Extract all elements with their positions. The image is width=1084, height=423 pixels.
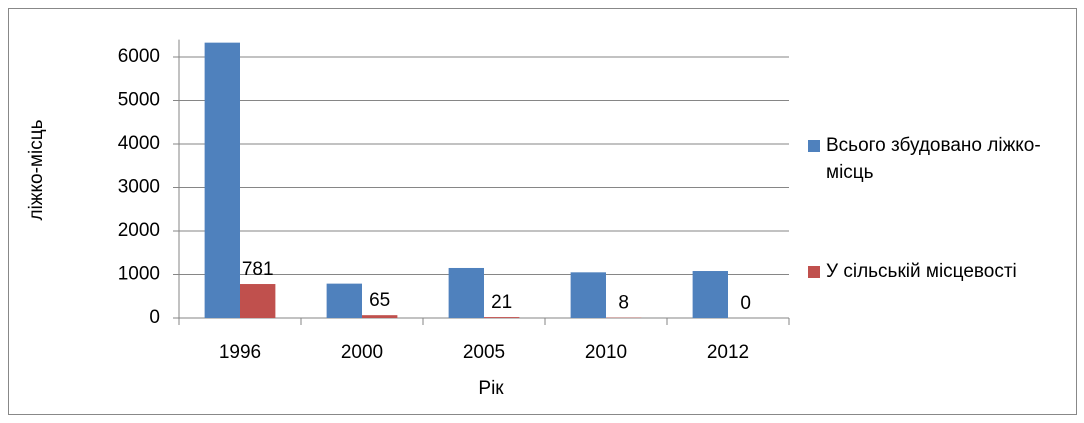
data-label: 8	[618, 293, 629, 314]
x-tick-label: 2012	[707, 342, 749, 363]
y-axis-title: ліжко-місць	[26, 119, 47, 220]
data-label: 21	[491, 292, 512, 313]
bar	[570, 272, 606, 318]
legend-swatch	[808, 140, 820, 152]
data-label: 781	[242, 259, 274, 280]
bar	[204, 42, 240, 319]
legend-label: Всього збудовано ліжко-місць	[826, 135, 1041, 183]
legend-label: У сільській місцевості	[826, 261, 1017, 282]
bar	[326, 283, 362, 318]
data-label: 0	[740, 293, 751, 314]
y-tick-label: 3000	[118, 177, 160, 198]
chart-frame	[8, 8, 1077, 415]
bar	[448, 267, 484, 318]
y-tick-label: 1000	[118, 264, 160, 285]
y-tick-label: 5000	[118, 90, 160, 111]
bar	[484, 317, 520, 318]
bar	[362, 315, 398, 318]
y-tick-label: 0	[149, 307, 160, 328]
legend-item: У сільській місцевості	[808, 258, 1068, 285]
x-axis-title: Рік	[478, 378, 504, 399]
x-tick-label: 2010	[585, 342, 627, 363]
x-tick-label: 1996	[219, 342, 261, 363]
legend-swatch	[808, 266, 820, 278]
data-label: 65	[369, 290, 390, 311]
legend-item: Всього збудовано ліжко-місць	[808, 132, 1068, 186]
x-tick-label: 2000	[341, 342, 383, 363]
x-tick-label: 2005	[463, 342, 505, 363]
y-tick-label: 4000	[118, 133, 160, 154]
bar	[240, 284, 276, 318]
y-tick-label: 6000	[118, 46, 160, 67]
bar	[692, 271, 728, 318]
legend: Всього збудовано ліжко-місць У сільській …	[808, 132, 1068, 357]
y-tick-label: 2000	[118, 220, 160, 241]
